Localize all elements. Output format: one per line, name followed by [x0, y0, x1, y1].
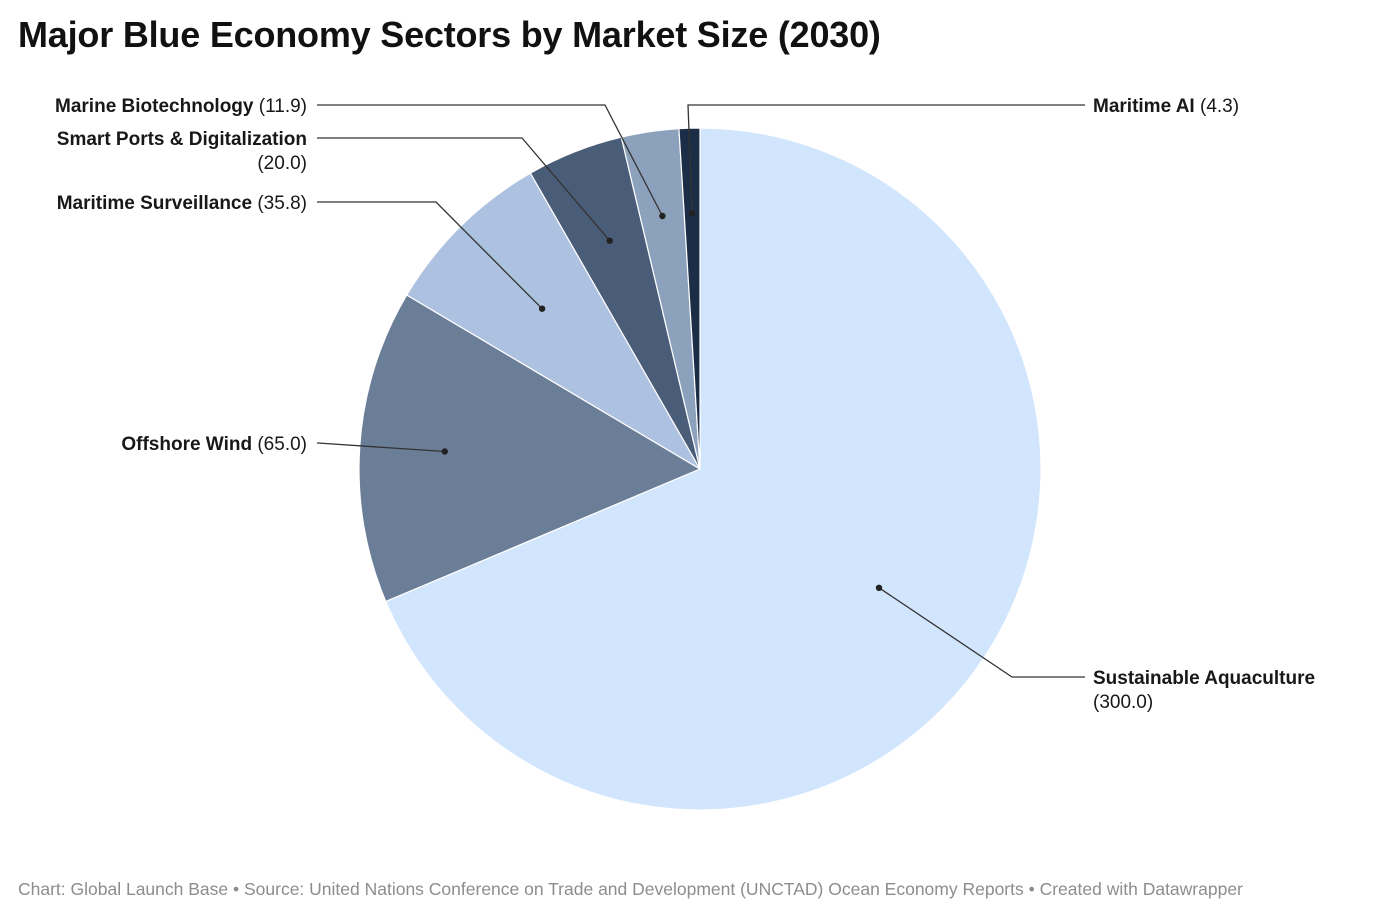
leader-line-smart-ports-and-digitalization — [317, 137, 611, 242]
leader-line-sustainable-aquaculture — [878, 587, 1085, 678]
leader-dot-smart-ports-and-digitalization — [606, 237, 613, 244]
slice-label-name: Smart Ports & Digitalization — [57, 129, 307, 150]
slice-label-value: (35.8) — [252, 193, 307, 214]
label-leader-lines — [317, 104, 1085, 678]
slice-label-value: (20.0) — [257, 153, 307, 174]
leader-dot-sustainable-aquaculture — [875, 584, 883, 591]
leader-dot-maritime-ai — [688, 210, 696, 217]
slice-label-value: (4.3) — [1195, 96, 1239, 117]
slice-label-maritime-ai: Maritime AI (4.3) — [1093, 96, 1239, 117]
slice-label-maritime-surveillance: Maritime Surveillance (35.8) — [57, 193, 307, 214]
slice-label-sustainable-aquaculture: Sustainable Aquaculture (300.0) — [1093, 668, 1315, 713]
slice-label-offshore-wind: Offshore Wind (65.0) — [121, 434, 307, 455]
leader-line-maritime-surveillance — [317, 201, 543, 310]
slice-label-marine-biotechnology: Marine Biotechnology (11.9) — [55, 96, 307, 117]
leader-line-marine-biotechnology — [317, 104, 663, 217]
slice-label-name: Offshore Wind — [121, 434, 252, 455]
leader-dot-offshore-wind — [441, 448, 448, 455]
pie-chart: Sustainable Aquaculture (300.0) Offshore W… — [55, 96, 1315, 811]
slice-label-name: Maritime Surveillance — [57, 193, 252, 214]
slice-label-name: Maritime AI — [1093, 96, 1195, 117]
slice-label-smart-ports-and-digitalization: Smart Ports & Digitalization (20.0) — [57, 129, 307, 174]
leader-dot-marine-biotechnology — [659, 212, 666, 220]
leader-dot-maritime-surveillance — [538, 305, 546, 312]
leader-line-maritime-ai — [687, 104, 1085, 214]
leader-line-offshore-wind — [317, 442, 445, 453]
slice-label-name: Sustainable Aquaculture — [1093, 668, 1315, 689]
slice-label-value: (300.0) — [1093, 692, 1153, 713]
slice-labels: Sustainable Aquaculture (300.0) Offshore W… — [55, 96, 1315, 713]
slice-label-name: Marine Biotechnology — [55, 96, 254, 117]
slice-label-value: (11.9) — [253, 96, 307, 117]
chart-title: Major Blue Economy Sectors by Market Siz… — [18, 14, 881, 55]
slice-label-value: (65.0) — [252, 434, 307, 455]
chart-footer: Chart: Global Launch Base • Source: Unit… — [18, 879, 1243, 899]
pie-slices — [358, 127, 1042, 811]
